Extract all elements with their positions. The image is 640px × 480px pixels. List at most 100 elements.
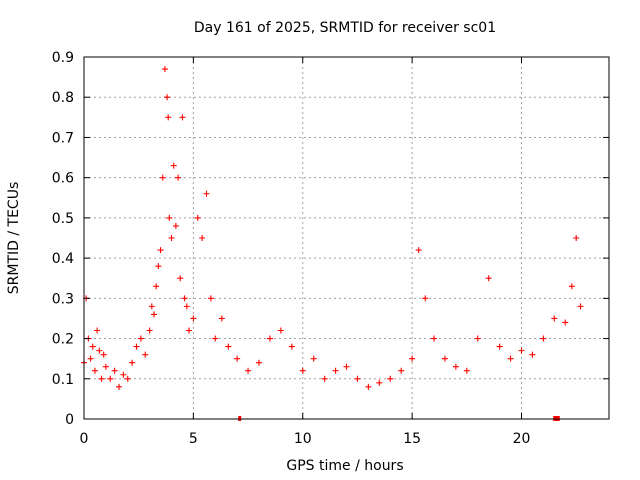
data-point — [137, 335, 144, 342]
data-point — [164, 94, 171, 101]
data-point — [100, 351, 107, 358]
data-point — [120, 371, 127, 378]
data-point — [159, 174, 166, 181]
data-point — [165, 114, 172, 121]
data-point — [474, 335, 481, 342]
data-point — [148, 303, 155, 310]
data-point — [568, 283, 575, 290]
data-point — [91, 367, 98, 374]
data-point — [183, 303, 190, 310]
data-point — [321, 375, 328, 382]
data-point — [441, 355, 448, 362]
data-point — [354, 375, 361, 382]
data-point — [124, 375, 131, 382]
data-point — [415, 247, 422, 254]
data-point — [218, 315, 225, 322]
data-point — [212, 335, 219, 342]
data-point — [387, 375, 394, 382]
data-point — [179, 114, 186, 121]
data-point — [507, 355, 514, 362]
data-point — [277, 327, 284, 334]
data-point — [422, 295, 429, 302]
data-point — [161, 66, 168, 73]
data-point — [496, 343, 503, 350]
data-point — [186, 327, 192, 334]
data-point — [207, 295, 214, 302]
data-point — [398, 367, 405, 374]
data-point — [194, 214, 201, 221]
data-point — [172, 222, 179, 229]
y-tick-label: 0.3 — [52, 291, 74, 307]
data-points — [81, 66, 584, 390]
data-point — [288, 343, 295, 350]
data-point — [94, 327, 101, 334]
x-axis-label: GPS time / hours — [286, 458, 403, 474]
y-tick-label: 0.9 — [52, 50, 74, 66]
y-tick-label: 0.2 — [52, 332, 74, 348]
data-point — [129, 359, 136, 366]
axis-ticks: 0 0.1 0.2 0.3 0.4 0.5 0.6 0.7 0.8 0.9 0 5 10 15 20 — [52, 50, 609, 447]
data-point — [234, 355, 241, 362]
y-tick-label: 0.7 — [52, 130, 74, 146]
data-point — [225, 343, 232, 350]
data-point — [529, 351, 536, 358]
x-tick-label: 0 — [80, 431, 89, 447]
data-point — [98, 375, 105, 382]
data-point — [245, 367, 252, 374]
data-point — [551, 315, 558, 322]
data-point — [365, 383, 372, 390]
data-point — [89, 343, 96, 350]
data-point — [155, 263, 162, 270]
data-point — [146, 327, 153, 334]
data-point — [299, 367, 306, 374]
data-point — [452, 363, 459, 370]
data-point — [577, 303, 584, 310]
data-point — [332, 367, 339, 374]
data-point — [87, 355, 94, 362]
x-tick-label: 20 — [513, 431, 531, 447]
data-point — [175, 174, 182, 181]
data-point — [573, 235, 580, 241]
y-tick-label: 0.1 — [52, 372, 74, 388]
data-point — [151, 311, 157, 318]
data-point — [199, 235, 206, 241]
data-point — [107, 375, 114, 382]
data-point — [181, 295, 188, 302]
data-point — [409, 355, 416, 362]
data-point — [102, 363, 109, 370]
data-point — [96, 347, 103, 354]
data-point — [190, 315, 197, 322]
data-point — [168, 235, 175, 241]
x-tick-label: 5 — [189, 431, 198, 447]
x-tick-label: 15 — [403, 431, 421, 447]
data-point — [376, 379, 383, 386]
data-point — [562, 319, 569, 326]
data-point — [266, 335, 273, 342]
y-tick-label: 0.8 — [52, 90, 74, 106]
data-point — [343, 363, 350, 370]
data-point — [177, 275, 184, 282]
data-point — [166, 214, 173, 221]
data-point — [540, 335, 547, 342]
data-point — [256, 359, 262, 366]
data-point — [518, 347, 525, 354]
chart-title: Day 161 of 2025, SRMTID for receiver sc0… — [194, 20, 496, 36]
x-tick-label: 10 — [294, 431, 312, 447]
data-point — [142, 351, 149, 358]
data-point — [157, 247, 164, 254]
plot-frame — [83, 56, 610, 420]
data-point — [463, 367, 470, 374]
y-tick-label: 0.4 — [52, 251, 74, 267]
data-point — [153, 283, 160, 290]
data-point — [116, 383, 122, 390]
y-tick-label: 0.5 — [52, 211, 74, 227]
data-point — [133, 343, 140, 350]
y-axis-label: SRMTID / TECUs — [6, 182, 22, 295]
data-point — [170, 162, 177, 169]
data-point — [310, 355, 317, 362]
data-point — [111, 367, 118, 374]
data-point — [431, 335, 437, 342]
grid-lines — [84, 57, 609, 419]
y-tick-label: 0.6 — [52, 171, 74, 187]
